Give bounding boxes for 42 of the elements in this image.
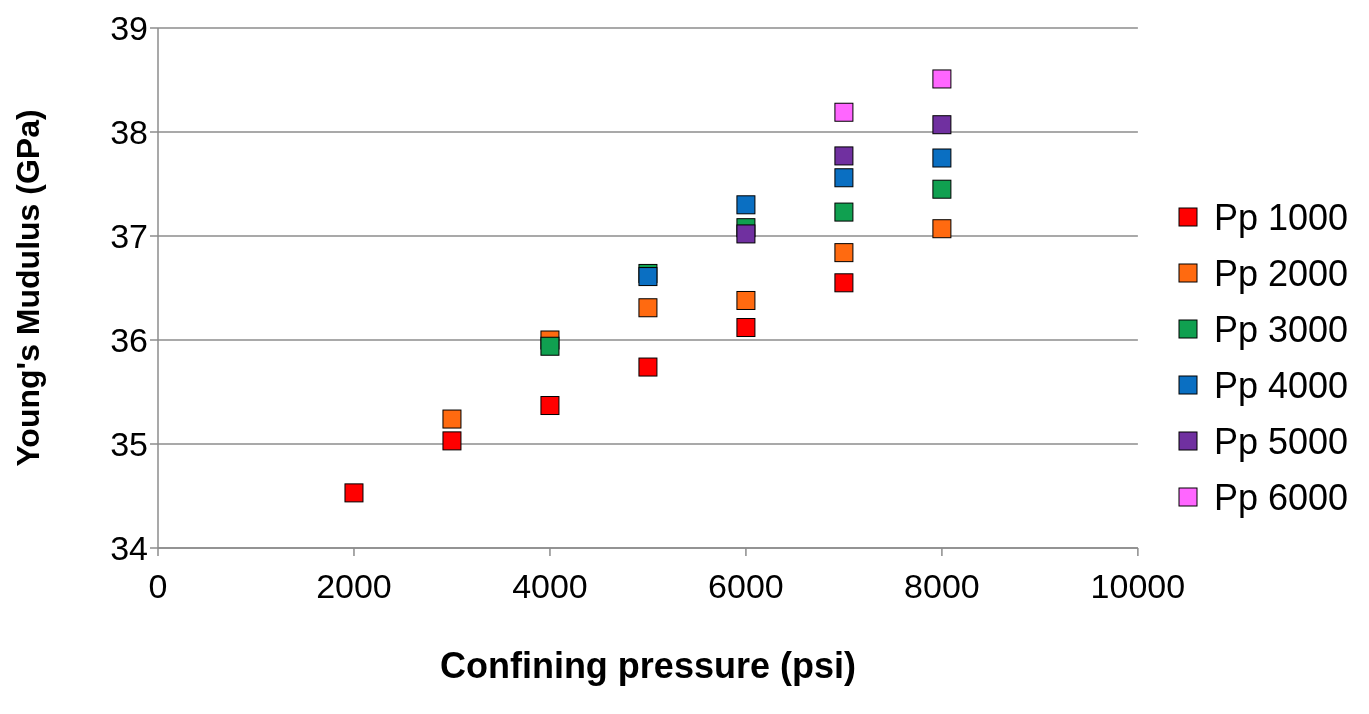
x-tick-label: 4000 (512, 567, 588, 606)
y-tick-label: 39 (110, 9, 148, 48)
point (834, 202, 854, 222)
x-tick-label: 6000 (708, 567, 784, 606)
point (932, 219, 952, 239)
point (736, 224, 756, 244)
point (736, 290, 756, 310)
point (638, 357, 658, 377)
y-tick-label: 36 (110, 321, 148, 360)
legend-label: Pp 3000 (1213, 309, 1348, 351)
legend-label: Pp 6000 (1213, 477, 1348, 519)
x-tick-label: 2000 (316, 567, 392, 606)
point (834, 168, 854, 188)
y-axis-title: Young's Mudulus (GPa) (10, 109, 47, 467)
point (442, 431, 462, 451)
point (834, 243, 854, 263)
point (834, 146, 854, 166)
y-tick-label: 37 (110, 217, 148, 256)
legend-label: Pp 2000 (1213, 253, 1348, 295)
legend-label: Pp 1000 (1213, 197, 1348, 239)
y-tick-label: 34 (110, 529, 148, 568)
point (344, 483, 364, 503)
point (736, 195, 756, 215)
x-tick-label: 0 (148, 567, 168, 606)
point (932, 115, 952, 135)
point (932, 148, 952, 168)
point (834, 102, 854, 122)
legend-label: Pp 4000 (1213, 365, 1348, 407)
legend-label: Pp 5000 (1213, 421, 1348, 463)
x-tick-label: 10000 (1090, 567, 1186, 606)
point (932, 179, 952, 199)
x-tick-label: 8000 (904, 567, 980, 606)
point (638, 298, 658, 318)
x-axis-title: Confining pressure (psi) (439, 645, 856, 686)
point (442, 409, 462, 429)
point (834, 273, 854, 293)
point (932, 69, 952, 89)
point (540, 336, 560, 356)
point (540, 396, 560, 416)
point (736, 318, 756, 338)
y-tick-label: 38 (110, 113, 148, 152)
y-tick-label: 35 (110, 425, 148, 464)
